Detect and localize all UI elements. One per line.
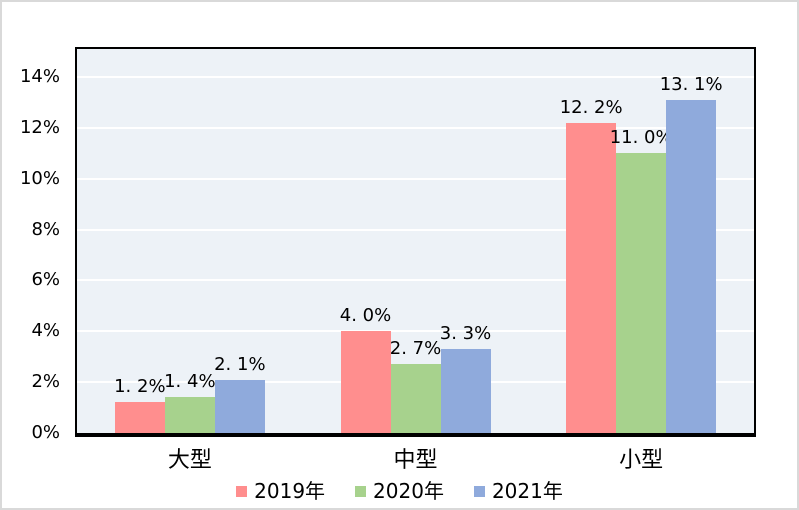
bar [440, 349, 491, 433]
legend-marker-icon [473, 485, 485, 497]
bar-data-label: 1. 2% [114, 376, 166, 398]
legend-item: 2021年 [473, 479, 563, 503]
y-tick-label: 2% [31, 371, 60, 393]
gridline [77, 126, 754, 129]
bar-data-label: 12. 2% [559, 96, 623, 118]
bar [616, 153, 667, 433]
plot-area: 1. 2% 1. 4% 2. 1% 4. 0% 2. 7% 3. 3% 12. 2% 11. … [75, 47, 756, 437]
gridline [77, 177, 754, 180]
y-tick-label: 8% [31, 218, 60, 240]
bar [566, 122, 617, 433]
bar-data-label: 11. 0% [609, 127, 673, 149]
gridline [77, 330, 754, 333]
gridline [77, 279, 754, 282]
y-tick-label: 10% [19, 167, 60, 189]
bar [164, 397, 215, 433]
bar [666, 99, 717, 433]
legend-label: 2021年 [491, 479, 563, 503]
bar-data-label: 2. 1% [214, 353, 266, 375]
y-tick-label: 6% [31, 269, 60, 291]
x-category-label: 中型 [393, 448, 438, 473]
bar [114, 402, 165, 433]
y-tick-label: 14% [19, 65, 60, 87]
bar-data-label: 4. 0% [339, 305, 392, 327]
legend-label: 2019年 [254, 479, 326, 503]
bar [390, 364, 441, 433]
bar-data-label: 2. 7% [389, 338, 442, 360]
gridline [77, 228, 754, 231]
gridline [77, 75, 754, 78]
x-category-label: 小型 [619, 448, 664, 473]
bar [214, 379, 265, 433]
legend-marker-icon [355, 485, 367, 497]
legend-label: 2020年 [373, 479, 444, 503]
y-tick-label: 12% [19, 116, 60, 138]
bar-data-label: 3. 3% [439, 323, 492, 345]
legend-item: 2019年 [236, 479, 325, 503]
legend-marker-icon [236, 485, 248, 497]
bar [340, 331, 391, 433]
bar-data-label: 1. 4% [164, 371, 216, 393]
y-tick-label: 4% [31, 320, 60, 342]
legend-item: 2020年 [355, 479, 444, 503]
bar-data-label: 13. 1% [659, 73, 723, 95]
x-category-label: 大型 [167, 448, 212, 473]
legend: 2019年 2020年 2021年 [2, 479, 797, 503]
y-tick-label: 0% [31, 422, 60, 443]
